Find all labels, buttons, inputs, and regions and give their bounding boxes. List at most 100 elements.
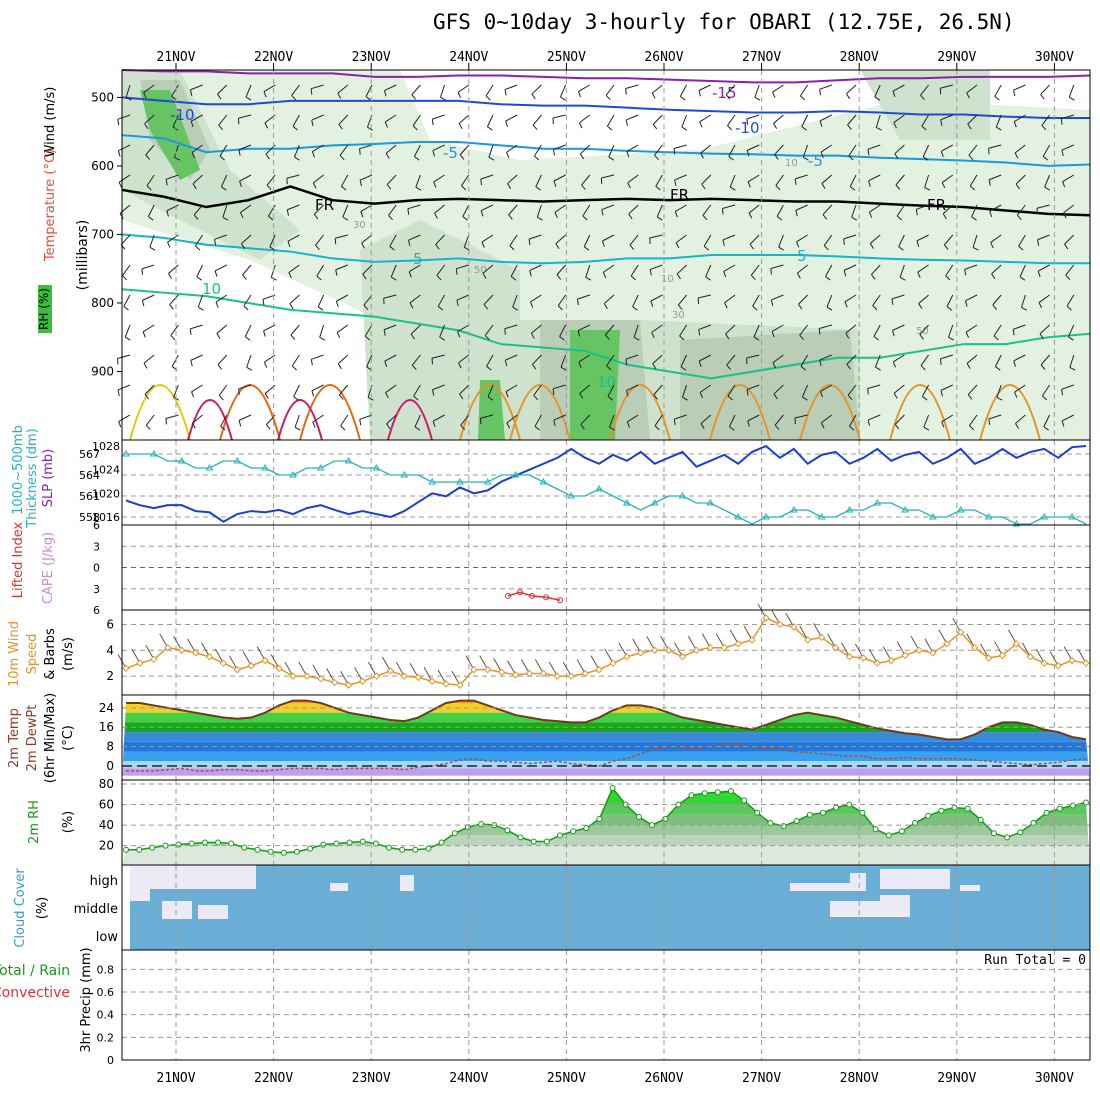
wind-barb-flag <box>1040 94 1045 100</box>
rh-marker <box>543 838 550 845</box>
wind-barb-flag <box>705 276 711 281</box>
wind-barb-flag <box>971 216 977 221</box>
rh-marker <box>951 804 958 811</box>
rh-marker <box>701 790 708 797</box>
wind-barb <box>990 234 1002 243</box>
wind-barb-flag <box>651 92 656 99</box>
wind-barb <box>531 84 542 95</box>
thickness-marker <box>956 506 965 513</box>
wind-barb <box>675 204 687 212</box>
rh-marker <box>635 813 642 820</box>
wind-barb-flag <box>560 96 566 101</box>
wind-barb-flag <box>972 246 979 251</box>
wind-barb-flag <box>190 121 194 128</box>
wind-barb-flag <box>219 155 225 161</box>
wind-barb <box>1014 144 1026 154</box>
wind-barb-flag <box>676 273 681 280</box>
wind-barb <box>580 144 591 155</box>
wind-barb-flag <box>218 395 224 401</box>
wind-barb <box>654 144 663 156</box>
rh-marker <box>188 840 195 847</box>
wind-barb <box>338 114 349 125</box>
wind-barb <box>967 384 978 395</box>
wind-barb <box>360 204 373 213</box>
wind-barb-flag <box>772 91 776 98</box>
wind-barb <box>1061 414 1075 422</box>
thickness-marker <box>122 450 130 457</box>
wind-barb <box>899 264 905 278</box>
wind-barb <box>582 204 591 217</box>
thickness-marker <box>483 478 492 485</box>
ylabel-precip: 3hr Precip (mm) <box>79 947 94 1052</box>
rh-shading-6 <box>140 90 200 180</box>
wind-barb-flag <box>266 184 272 190</box>
contour-label-3: -5 <box>443 144 458 162</box>
wind-barb-flag <box>924 186 931 191</box>
wind-barb <box>819 84 832 90</box>
wind-barb-flag <box>557 305 563 311</box>
wind-barb <box>553 174 566 182</box>
wind-barb <box>821 414 833 424</box>
wind-barb <box>311 354 324 360</box>
wind-barb-flag <box>193 214 199 220</box>
wind-barb <box>826 294 833 308</box>
wind-barb-flag <box>607 396 614 401</box>
wind-barb <box>291 354 300 367</box>
wind-barb-flag <box>724 302 728 309</box>
wind-barb-flag <box>335 269 338 276</box>
wind-marker <box>289 672 297 680</box>
cloud-clear-area <box>198 905 228 919</box>
wind-barb-flag <box>752 305 758 311</box>
rh-marker <box>1004 834 1011 841</box>
wind-barb <box>1043 414 1051 427</box>
wind-marker <box>1082 659 1090 667</box>
wind-barb <box>149 234 155 248</box>
wind-barb <box>965 294 978 302</box>
wind-barb <box>120 234 131 245</box>
wind-barb-flag <box>969 425 975 431</box>
wind-barb-flag <box>359 419 362 426</box>
wind-barb <box>748 204 760 214</box>
wind-barb-flag <box>117 150 121 157</box>
wind-barb <box>386 174 397 185</box>
wind-barb-flag <box>148 216 154 221</box>
wind-barb-flag <box>1065 274 1071 280</box>
date-label-bottom: 21NOV <box>156 1071 195 1086</box>
wind-barb <box>366 354 373 368</box>
wind-barb-flag <box>145 154 150 160</box>
wind-barb <box>895 174 905 186</box>
wind-barb-flag <box>123 306 129 311</box>
wind-barb-flag <box>289 303 294 310</box>
rh-marker <box>859 809 866 816</box>
wind-barb <box>992 294 1002 306</box>
wind-barb-flag <box>434 213 438 219</box>
wind-barb-flag <box>796 241 800 248</box>
wind-barb <box>217 84 228 95</box>
wind-barb <box>434 204 445 214</box>
wind-barb <box>674 414 687 420</box>
wind-barb <box>1021 294 1026 308</box>
wind-barb <box>771 294 784 301</box>
wind-barb <box>628 204 639 215</box>
wind-barb <box>794 414 808 419</box>
wind-barb <box>964 264 978 270</box>
wind-barb <box>920 354 930 366</box>
wind-barb-flag <box>725 333 730 340</box>
wind-barb-flag <box>845 332 850 339</box>
wind-marker <box>901 651 909 660</box>
wind-barb <box>916 204 929 210</box>
wind-barb <box>291 84 300 96</box>
wind-barb-flag <box>190 360 193 367</box>
wind-barb-flag <box>535 186 541 191</box>
wind-barb <box>940 354 953 360</box>
wind-barb-flag <box>872 305 878 311</box>
wind-barb <box>601 174 615 179</box>
wind-barb <box>988 174 1002 181</box>
wind-barb <box>342 204 349 218</box>
wind-barb-flag <box>169 304 174 310</box>
ylabel-wind: Wind (m/s) <box>43 87 58 158</box>
legend-convective: Convective <box>0 985 70 1001</box>
wind-barb <box>383 324 397 331</box>
ylabel-thickness-2: Thickness (dm) <box>25 428 40 528</box>
wind-barb <box>650 264 663 271</box>
